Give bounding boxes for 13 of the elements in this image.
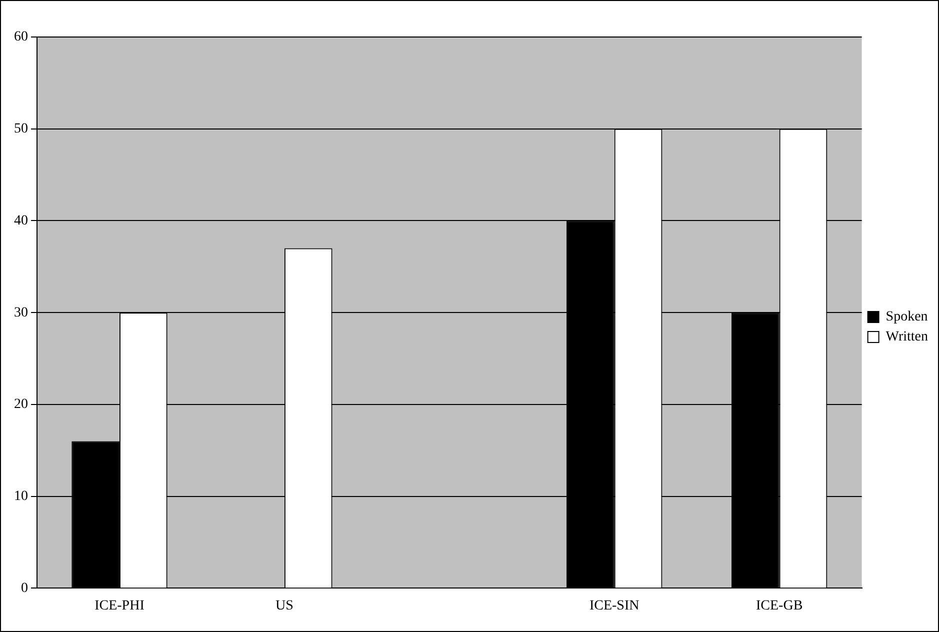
x-tick-label: ICE-GB bbox=[756, 598, 803, 614]
legend-label: Spoken bbox=[886, 310, 928, 325]
y-tick-label: 0 bbox=[21, 580, 28, 596]
y-tick-label: 20 bbox=[14, 397, 28, 412]
x-tick-label: ICE-PHI bbox=[94, 598, 145, 614]
y-tick-label: 60 bbox=[14, 30, 28, 45]
y-tick-label: 10 bbox=[14, 489, 28, 504]
x-tick-label: US bbox=[275, 598, 294, 614]
y-tick-label: 50 bbox=[14, 122, 28, 137]
y-tick-label: 30 bbox=[14, 305, 28, 320]
x-tick-label: ICE-SIN bbox=[589, 598, 640, 614]
legend-label: Written bbox=[886, 330, 928, 345]
y-tick-label: 40 bbox=[14, 213, 28, 228]
